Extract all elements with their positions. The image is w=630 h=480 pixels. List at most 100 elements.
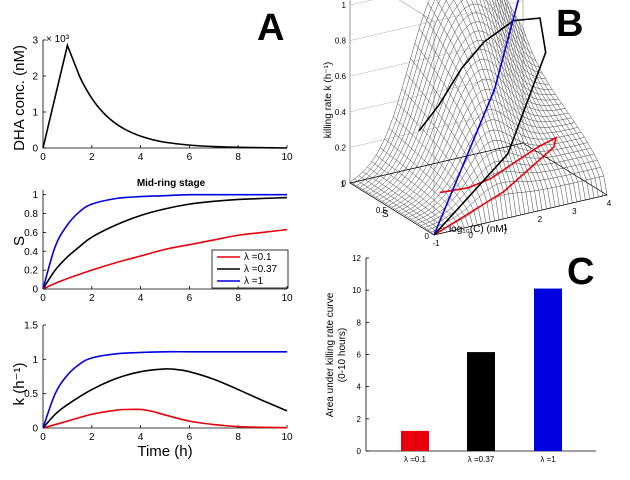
x-tick-label: 0 [40, 293, 46, 304]
y-tick-label: 0.5 [376, 206, 388, 215]
xlabel-log-c: log₁₀(C) (nM) [449, 224, 507, 235]
x-tick-label: 6 [187, 293, 193, 304]
ylabel-dha: DHA conc. (nM) [11, 45, 28, 151]
mesh-line-u [492, 0, 565, 206]
bar [534, 288, 562, 451]
y-tick-label: 2 [357, 415, 362, 424]
mesh-line-u [371, 161, 456, 231]
y-tick-label: 1 [32, 108, 38, 119]
y-tick-label: 0 [357, 447, 362, 456]
ylabel-area: Area under killing rate curve [325, 292, 336, 417]
panel-letter-c: C [567, 251, 594, 293]
mesh-line-u [471, 0, 539, 212]
y-tick-label: 2 [32, 72, 38, 83]
mesh-line-u [499, 0, 577, 203]
y-tick-label: 1.5 [24, 321, 38, 332]
mesh-line-s [414, 140, 588, 222]
z-tick-label: 0.2 [335, 143, 347, 152]
mesh-line-u [501, 0, 582, 202]
x-tick-label: 1 [503, 223, 508, 232]
exponent-label: × 10³ [46, 34, 70, 45]
mesh-line-u [362, 171, 448, 233]
mesh-line-u [397, 103, 482, 225]
x-tick-label: 2 [89, 432, 95, 443]
series-line [42, 408, 288, 429]
x-tick-label: 6 [187, 432, 193, 443]
legend: λ =0.1 λ =0.37 λ =1 [211, 249, 289, 289]
mesh-line-s [362, 0, 537, 190]
dha-concentration-chart: × 10³ DHA conc. (nM) 0 2 4 6 8 10 0 1 2 3 [11, 34, 293, 163]
y-tick-label: 0.5 [24, 389, 38, 400]
floor [349, 142, 608, 236]
y-tick-label: 3 [32, 36, 38, 47]
zlabel-killing-rate: killing rate k (h⁻¹) [323, 62, 334, 138]
mesh-line-u [506, 0, 590, 200]
x-tick-label: 0 [40, 432, 46, 443]
x-tick-label: 2 [538, 215, 543, 224]
mesh-line-u [460, 0, 530, 214]
y-tick-label: 10 [352, 286, 361, 295]
x-tick-label: 4 [138, 152, 144, 163]
killing-rate-chart: k (h⁻¹) Time (h) 0 2 4 6 8 10 0 0.5 1 1.5 [11, 321, 293, 461]
mesh-line-u [436, 0, 517, 217]
mesh-line-u [427, 3, 513, 218]
mesh-line-s [382, 39, 556, 202]
ylabel-s-3d: S [382, 209, 389, 220]
mesh-line-u [380, 147, 465, 229]
z-tick-label: 0 [342, 179, 347, 188]
mesh-line-u [414, 43, 500, 221]
mesh-line-s [349, 0, 524, 183]
series-line [42, 196, 288, 290]
panel-letter-a: A [257, 7, 284, 49]
y-tick-label: 0.6 [24, 228, 38, 239]
mesh-line-u [489, 0, 560, 207]
mesh-line-u [384, 138, 469, 228]
panel-letter-b: B [556, 3, 583, 45]
mesh-line-u [349, 181, 435, 236]
mesh-line-u [475, 0, 543, 211]
mesh-line-u [375, 155, 461, 230]
legend-label-1: λ =1 [244, 276, 264, 287]
mesh-line-u [401, 88, 487, 224]
y-tick-label: 1 [341, 180, 346, 189]
x-tick-label: 10 [281, 432, 293, 443]
trajectory [433, 136, 558, 236]
x-tick-label: 2 [89, 293, 95, 304]
series-line [42, 350, 287, 429]
y-tick-label: 4 [357, 383, 362, 392]
mesh-line-s [378, 30, 553, 200]
bar-category-label: λ =1 [540, 455, 556, 464]
legend-label-0.1: λ =0.1 [244, 252, 272, 263]
x-tick-label: 4 [138, 293, 144, 304]
z-gridline [349, 0, 524, 41]
y-tick-label: 8 [357, 318, 362, 327]
z-tick-label: 0.4 [335, 108, 347, 117]
mesh-line-u [418, 28, 504, 220]
mesh-line-u [358, 175, 443, 234]
mesh-line-u [479, 0, 547, 210]
bar [401, 430, 429, 451]
y-tick-label: 12 [352, 254, 361, 263]
x-tick-label: 0 [468, 231, 473, 240]
z-tick-label: 1 [342, 1, 347, 10]
mesh-line-u [393, 116, 478, 226]
z-gridline [349, 71, 524, 112]
x-tick-label: 10 [281, 293, 293, 304]
x-tick-label: 3 [572, 207, 577, 216]
killing-rate-surface: killing rate k (h⁻¹) S log₁₀(C) (nM) 0 0.… [323, 0, 612, 248]
mesh-line-u [367, 166, 452, 232]
x-tick-label: 4 [138, 432, 144, 443]
x-tick-label: 2 [89, 152, 95, 163]
y-tick-label: 6 [357, 351, 362, 360]
mesh-line-u [410, 58, 495, 222]
mesh-line-s [353, 0, 527, 185]
x-tick-label: 8 [235, 432, 241, 443]
ylabel-area-hours: (0-10 hours) [337, 328, 348, 382]
mesh-line-u [406, 73, 491, 223]
mesh-line-u [486, 0, 556, 208]
x-tick-label: 6 [187, 152, 193, 163]
x-tick-label: -1 [432, 239, 440, 248]
bar [467, 352, 495, 451]
mesh-line-u [497, 0, 573, 204]
